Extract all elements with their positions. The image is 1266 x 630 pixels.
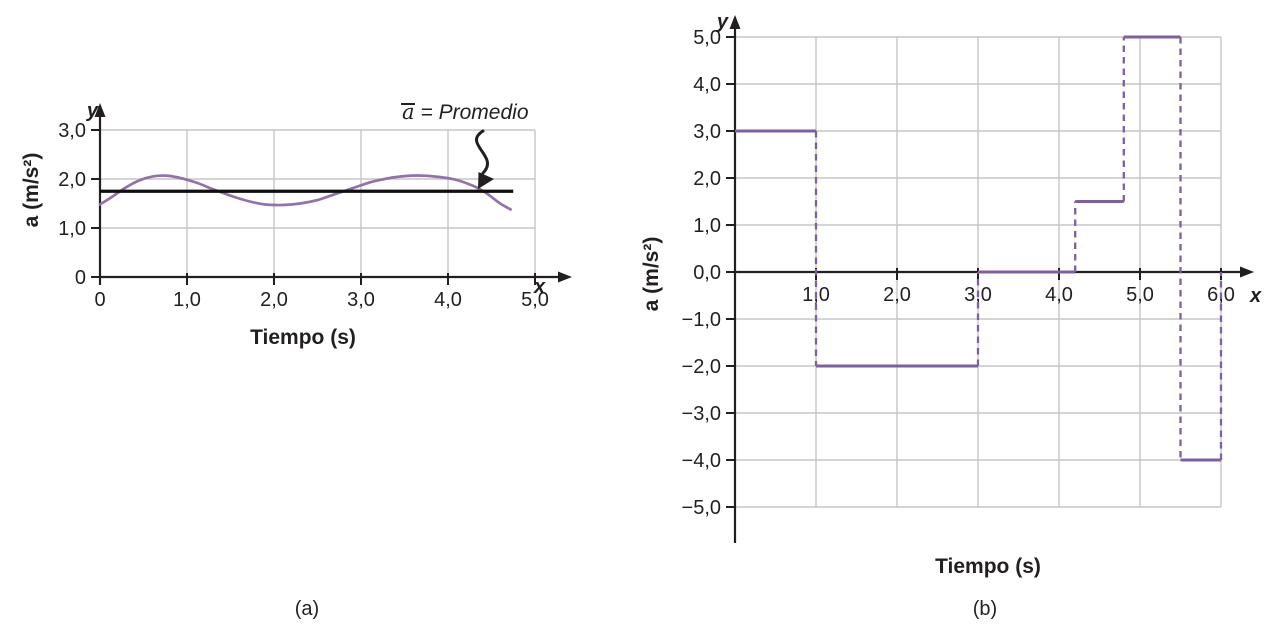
x-axis-letter: x [533,276,546,298]
x-tick-label: 5,0 [521,289,549,311]
y-tick-label: 0,0 [693,262,721,284]
y-tick-label: 4,0 [693,74,721,96]
x-axis-letter: x [1249,285,1262,307]
x-tick-label: 1,0 [173,289,201,311]
y-tick-label: 1,0 [58,218,86,240]
y-axis-letter: y [86,100,99,122]
annotation-arrow-shaft [475,129,489,175]
chart-a-y-axis-title: a (m/s²) [20,152,43,228]
x-tick-label: 0 [94,289,105,311]
y-tick-label: 1,0 [693,215,721,237]
annotation-arrow [475,129,494,189]
y-tick-label: −1,0 [682,309,721,331]
y-tick-label: 2,0 [693,168,721,190]
chart-b-y-axis-title: a (m/s²) [640,236,663,312]
average-symbol: a [400,100,415,124]
x-tick-label: 4,0 [1045,284,1073,306]
chart-a-canvas: 0 1,0 2,0 3,0 4,0 5,001,02,03,0yx [58,100,572,311]
acceleration-curve [98,174,512,211]
chart-b-canvas: 1,0 2,0 3,0 4,0 5,0 6,0−5,0−4,0−3,0−2,0−1,00,… [682,11,1262,543]
y-axis-arrow-icon [94,103,106,117]
caption-b: (b) [972,598,998,620]
x-axis-arrow-icon [558,271,572,283]
caption-a: (a) [294,598,320,620]
y-tick-label: 5,0 [693,27,721,49]
x-tick-label: 2,0 [883,284,911,306]
y-tick-label: −4,0 [682,450,721,472]
y-axis-letter: y [716,11,729,33]
chart-b-x-axis-title: Tiempo (s) [935,555,1041,578]
y-axis-arrow-icon [729,15,741,29]
chart-a-x-axis-title: Tiempo (s) [250,326,356,349]
x-tick-label: 5,0 [1126,284,1154,306]
average-annotation-text: = Promedio [420,101,529,124]
average-annotation: a = Promedio [400,100,529,125]
annotation-arrowhead-icon [478,172,494,189]
y-tick-label: −5,0 [682,497,721,519]
x-tick-label: 4,0 [434,289,462,311]
y-tick-label: 3,0 [58,120,86,142]
y-tick-label: −3,0 [682,403,721,425]
x-axis-arrow-icon [1240,266,1254,278]
y-tick-label: 0 [75,267,86,289]
x-tick-label: 2,0 [260,289,288,311]
x-tick-label: 3,0 [347,289,375,311]
y-tick-label: 2,0 [58,169,86,191]
y-tick-label: −2,0 [682,356,721,378]
y-tick-label: 3,0 [693,121,721,143]
